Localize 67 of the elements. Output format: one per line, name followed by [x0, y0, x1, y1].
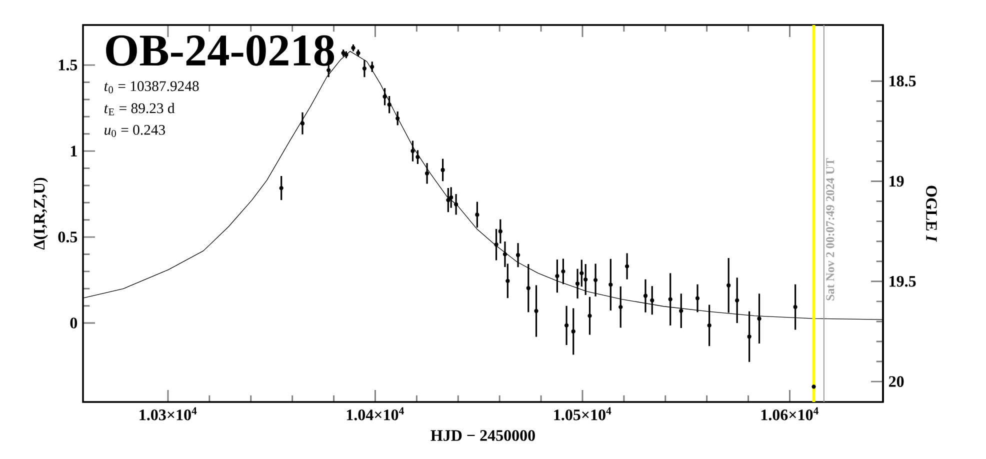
- y2-tick-label: 20: [888, 376, 904, 387]
- point: [624, 264, 630, 268]
- annotation: t$_{0}$ = 10387.9248: [104, 81, 199, 94]
- annotation: Sat Nov 2 00:07:49 2024 UT: [826, 158, 834, 300]
- x-tick-label: 1.05×10$^{4}$: [554, 407, 612, 420]
- x-tick-label: 1.04×10$^{4}$: [346, 407, 404, 420]
- point: [526, 286, 530, 290]
- point: [757, 316, 762, 321]
- point: [580, 271, 584, 276]
- y-tick-label: 0.5: [58, 232, 78, 242]
- point: [498, 229, 502, 234]
- point: [618, 304, 623, 310]
- point: [416, 155, 420, 160]
- point: [396, 116, 400, 120]
- annotation: t$_{E}$ = 89.23 d: [104, 102, 175, 116]
- point: [446, 198, 450, 202]
- y2-tick-label: 19: [890, 176, 904, 187]
- point: [793, 304, 798, 310]
- point: [449, 195, 454, 200]
- annotation: u$_{0}$ = 0.243: [104, 124, 166, 137]
- point: [707, 323, 712, 328]
- y2-tick-label: 19.5: [890, 276, 916, 287]
- point: [564, 323, 569, 328]
- point: [502, 252, 508, 256]
- point: [494, 242, 498, 247]
- point: [608, 282, 613, 287]
- point: [735, 298, 740, 302]
- point: [643, 294, 648, 298]
- x-axis-title: HJD − 2450000: [430, 430, 535, 441]
- y-tick-label: 1.5: [58, 60, 78, 70]
- point: [300, 121, 305, 126]
- point: [593, 278, 598, 282]
- point: [561, 269, 566, 274]
- chart-title: OB-24-0218: [106, 35, 334, 66]
- y-tick-label: 1: [70, 146, 77, 156]
- point: [747, 334, 752, 339]
- x-tick-label: 1.06×10$^{4}$: [761, 407, 818, 420]
- y2-axis-title: OGLE I: [926, 186, 937, 242]
- point: [695, 296, 700, 300]
- point: [679, 308, 684, 313]
- point: [440, 168, 445, 172]
- point: [326, 68, 331, 72]
- y2-tick-label: 18.5: [890, 76, 916, 87]
- y-tick-label: 0: [70, 318, 78, 328]
- point: [588, 314, 592, 318]
- point: [506, 278, 510, 283]
- point: [475, 212, 480, 217]
- point: [424, 171, 430, 176]
- point: [726, 283, 731, 288]
- point: [668, 297, 672, 302]
- point: [534, 308, 538, 314]
- point: [571, 329, 576, 334]
- point: [516, 253, 520, 258]
- point: [555, 274, 560, 278]
- point: [382, 94, 387, 99]
- x-tick-label: 1.03×10$^{4}$: [140, 407, 197, 420]
- point: [454, 202, 458, 206]
- point: [362, 66, 367, 71]
- point: [279, 186, 284, 190]
- point: [812, 384, 816, 389]
- point: [410, 148, 415, 154]
- point: [370, 64, 374, 69]
- point: [387, 102, 392, 107]
- point: [575, 282, 580, 286]
- point: [650, 298, 654, 302]
- y-axis-title: Δ(I,R,Z,U): [33, 178, 48, 250]
- point: [584, 277, 588, 282]
